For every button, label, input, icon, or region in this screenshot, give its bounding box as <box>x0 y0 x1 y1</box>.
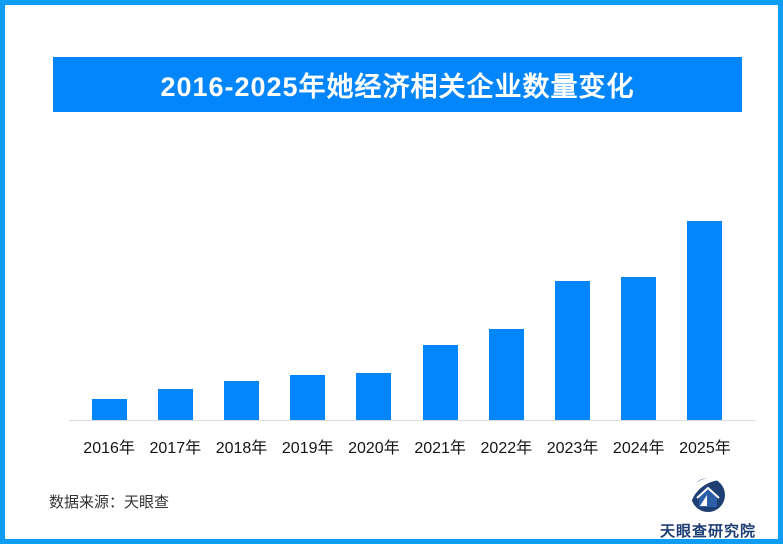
data-source-note: 数据来源：天眼查 <box>49 494 170 511</box>
bar-2017年 <box>157 389 193 421</box>
bar-column <box>142 201 208 421</box>
logo-roof-line <box>696 486 720 499</box>
bar-2022年 <box>488 329 524 421</box>
bar-group <box>76 201 738 421</box>
bar-column <box>672 201 738 421</box>
bar-2023年 <box>555 281 591 421</box>
x-tick-label: 2016年 <box>83 440 135 457</box>
bar-column <box>76 201 142 421</box>
chart-title: 2016-2025年她经济相关企业数量变化 <box>160 72 635 102</box>
brand-block: 天眼查研究院 <box>658 473 758 540</box>
tianyancha-logo-icon <box>684 473 732 518</box>
bar-column <box>208 201 274 421</box>
bar-column <box>606 201 672 421</box>
bar-column <box>407 201 473 421</box>
x-tick-label: 2019年 <box>281 440 334 457</box>
logo-roof-highlight <box>700 495 707 506</box>
chart-title-banner: 2016-2025年她经济相关企业数量变化 <box>53 57 742 112</box>
x-tick-label: 2025年 <box>679 440 731 457</box>
bar-2021年 <box>422 345 458 421</box>
bar-2024年 <box>621 277 657 421</box>
logo-swoosh <box>686 477 731 500</box>
x-tick-label: 2020年 <box>348 440 400 457</box>
bar-column <box>473 201 539 421</box>
brand-name: 天眼查研究院 <box>659 523 756 540</box>
x-tick-label: 2023年 <box>546 440 599 457</box>
x-tick-label: 2021年 <box>414 440 466 457</box>
bar-2020年 <box>356 373 392 421</box>
x-axis-labels: 2016年 2017年 2018年 2019年 2020年 2021年 2022年 2023年… <box>76 434 738 458</box>
bar-2018年 <box>224 381 259 421</box>
x-tick-label: 2022年 <box>480 440 533 457</box>
bar-2019年 <box>290 375 326 421</box>
bar-column <box>341 201 407 421</box>
bar-column <box>539 201 605 421</box>
x-tick-label: 2017年 <box>149 440 202 457</box>
x-tick-label: 2018年 <box>215 440 268 457</box>
x-tick-label: 2024年 <box>612 440 665 457</box>
bar-2025年 <box>687 221 723 421</box>
bar-2016年 <box>91 399 127 421</box>
x-axis-line <box>69 420 756 421</box>
bar-column <box>275 201 341 421</box>
